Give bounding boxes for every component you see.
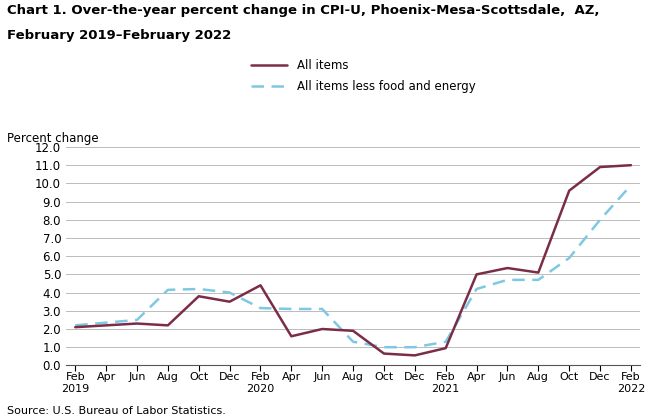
Text: February 2019–February 2022: February 2019–February 2022: [7, 29, 231, 42]
Text: Source: U.S. Bureau of Labor Statistics.: Source: U.S. Bureau of Labor Statistics.: [7, 406, 226, 416]
Text: Chart 1. Over-the-year percent change in CPI-U, Phoenix-Mesa-Scottsdale,  AZ,: Chart 1. Over-the-year percent change in…: [7, 4, 599, 17]
Text: Percent change: Percent change: [7, 132, 98, 145]
Text: All items: All items: [297, 59, 348, 71]
Text: All items less food and energy: All items less food and energy: [297, 80, 476, 92]
